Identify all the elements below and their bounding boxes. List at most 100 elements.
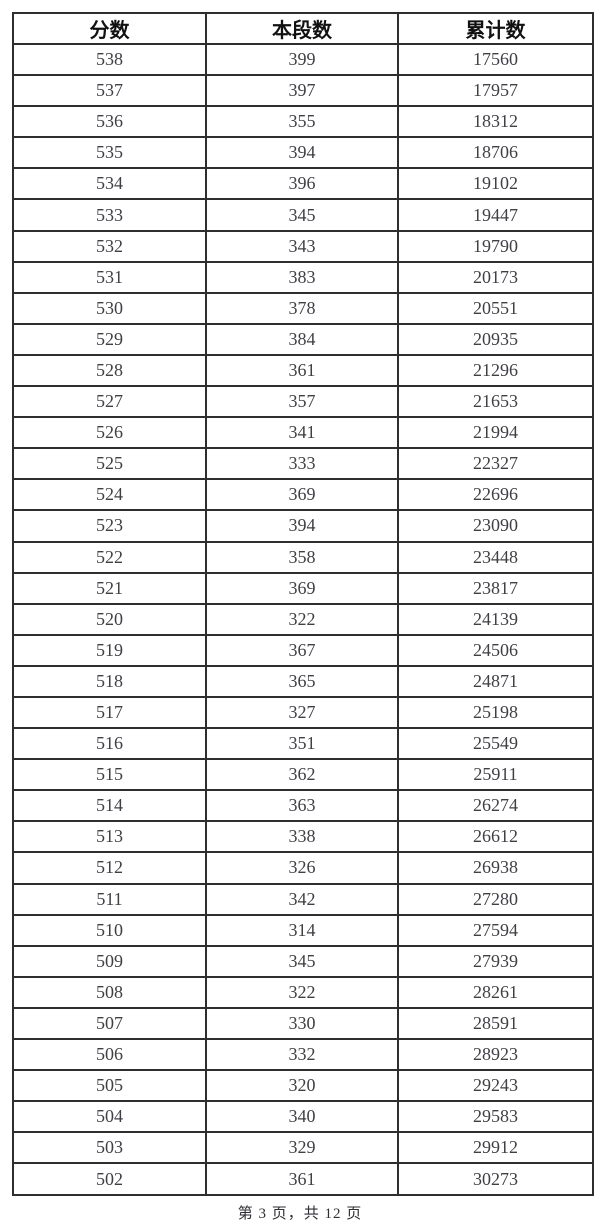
segment-count-cell: 333 xyxy=(205,447,399,481)
table-body: 538 399 17560 537 397 17957 536 355 1831… xyxy=(12,42,594,1196)
table-row: 508 322 28261 xyxy=(12,975,594,1009)
segment-count-cell: 384 xyxy=(205,322,399,356)
score-cell: 523 xyxy=(12,509,207,543)
segment-count-cell: 362 xyxy=(205,758,399,792)
cumulative-count-cell: 28261 xyxy=(397,975,594,1009)
cumulative-count-cell: 29243 xyxy=(397,1069,594,1103)
table-row: 529 384 20935 xyxy=(12,322,594,356)
score-cell: 522 xyxy=(12,540,207,574)
page-indicator: 第 3 页，共 12 页 xyxy=(237,1206,363,1222)
score-cell: 516 xyxy=(12,727,207,761)
table-row: 517 327 25198 xyxy=(12,695,594,730)
cumulative-count-cell: 26938 xyxy=(397,851,594,885)
score-cell: 503 xyxy=(12,1131,207,1165)
table-row: 509 345 27939 xyxy=(12,944,594,978)
table-row: 525 333 22327 xyxy=(12,447,594,481)
segment-count-cell: 345 xyxy=(205,198,399,232)
segment-count-cell: 322 xyxy=(205,975,399,1009)
cumulative-count-cell: 23448 xyxy=(397,540,594,574)
cumulative-count-cell: 20173 xyxy=(397,260,594,294)
cumulative-count-cell: 22696 xyxy=(397,478,594,512)
cumulative-count-cell: 25911 xyxy=(397,758,594,792)
table-row: 512 326 26938 xyxy=(12,851,594,885)
table-row: 537 397 17957 xyxy=(12,74,594,108)
score-distribution-table: 分数 本段数 累计数 538 399 17560 537 397 17957 5… xyxy=(12,12,594,1196)
segment-count-cell: 343 xyxy=(205,229,399,263)
table-row: 527 357 21653 xyxy=(12,385,594,419)
table-row: 504 340 29583 xyxy=(12,1100,594,1134)
table-row: 532 343 19790 xyxy=(12,229,594,263)
segment-count-cell: 326 xyxy=(205,851,399,885)
score-cell: 533 xyxy=(12,198,207,232)
cumulative-count-cell: 26274 xyxy=(397,789,594,823)
score-cell: 505 xyxy=(12,1069,207,1103)
cumulative-count-cell: 23090 xyxy=(397,509,594,543)
segment-count-cell: 351 xyxy=(205,727,399,761)
segment-count-cell: 396 xyxy=(205,167,399,201)
cumulative-count-cell: 20551 xyxy=(397,291,594,325)
score-cell: 508 xyxy=(12,975,207,1009)
segment-count-cell: 357 xyxy=(205,385,399,419)
score-cell: 507 xyxy=(12,1006,207,1041)
segment-count-cell: 369 xyxy=(205,478,399,512)
table-row: 533 345 19447 xyxy=(12,198,594,232)
cumulative-count-cell: 30273 xyxy=(397,1162,594,1196)
segment-count-cell: 341 xyxy=(205,416,399,450)
score-cell: 502 xyxy=(12,1162,207,1196)
cumulative-count-cell: 23817 xyxy=(397,571,594,605)
segment-count-cell: 361 xyxy=(205,353,399,388)
cumulative-count-cell: 17957 xyxy=(397,74,594,108)
table-row: 522 358 23448 xyxy=(12,540,594,574)
score-cell: 534 xyxy=(12,167,207,201)
header-cumulative-count: 累计数 xyxy=(397,12,594,45)
segment-count-cell: 399 xyxy=(205,42,399,77)
score-cell: 524 xyxy=(12,478,207,512)
cumulative-count-cell: 22327 xyxy=(397,447,594,481)
segment-count-cell: 383 xyxy=(205,260,399,294)
segment-count-cell: 365 xyxy=(205,664,399,698)
cumulative-count-cell: 29583 xyxy=(397,1100,594,1134)
score-cell: 536 xyxy=(12,105,207,139)
table-row: 511 342 27280 xyxy=(12,882,594,916)
score-cell: 513 xyxy=(12,820,207,854)
score-cell: 529 xyxy=(12,322,207,356)
cumulative-count-cell: 28923 xyxy=(397,1037,594,1072)
cumulative-count-cell: 27594 xyxy=(397,913,594,947)
segment-count-cell: 338 xyxy=(205,820,399,854)
cumulative-count-cell: 19790 xyxy=(397,229,594,263)
cumulative-count-cell: 28591 xyxy=(397,1006,594,1041)
table-row: 502 361 30273 xyxy=(12,1162,594,1196)
cumulative-count-cell: 21994 xyxy=(397,416,594,450)
cumulative-count-cell: 26612 xyxy=(397,820,594,854)
score-cell: 526 xyxy=(12,416,207,450)
cumulative-count-cell: 27939 xyxy=(397,944,594,978)
table-row: 506 332 28923 xyxy=(12,1037,594,1072)
header-row: 分数 本段数 累计数 xyxy=(12,12,594,45)
segment-count-cell: 358 xyxy=(205,540,399,574)
table-row: 518 365 24871 xyxy=(12,664,594,698)
cumulative-count-cell: 24871 xyxy=(397,664,594,698)
table-row: 505 320 29243 xyxy=(12,1069,594,1103)
table-row: 520 322 24139 xyxy=(12,602,594,636)
segment-count-cell: 394 xyxy=(205,136,399,170)
table-row: 535 394 18706 xyxy=(12,136,594,170)
table-row: 538 399 17560 xyxy=(12,42,594,77)
table-row: 515 362 25911 xyxy=(12,758,594,792)
table-row: 530 378 20551 xyxy=(12,291,594,325)
segment-count-cell: 342 xyxy=(205,882,399,916)
segment-count-cell: 332 xyxy=(205,1037,399,1072)
segment-count-cell: 394 xyxy=(205,509,399,543)
score-cell: 530 xyxy=(12,291,207,325)
score-cell: 509 xyxy=(12,944,207,978)
cumulative-count-cell: 29912 xyxy=(397,1131,594,1165)
score-cell: 514 xyxy=(12,789,207,823)
segment-count-cell: 397 xyxy=(205,74,399,108)
score-cell: 535 xyxy=(12,136,207,170)
segment-count-cell: 355 xyxy=(205,105,399,139)
segment-count-cell: 369 xyxy=(205,571,399,605)
score-cell: 504 xyxy=(12,1100,207,1134)
cumulative-count-cell: 24139 xyxy=(397,602,594,636)
cumulative-count-cell: 25198 xyxy=(397,695,594,730)
score-cell: 521 xyxy=(12,571,207,605)
table-row: 528 361 21296 xyxy=(12,353,594,388)
